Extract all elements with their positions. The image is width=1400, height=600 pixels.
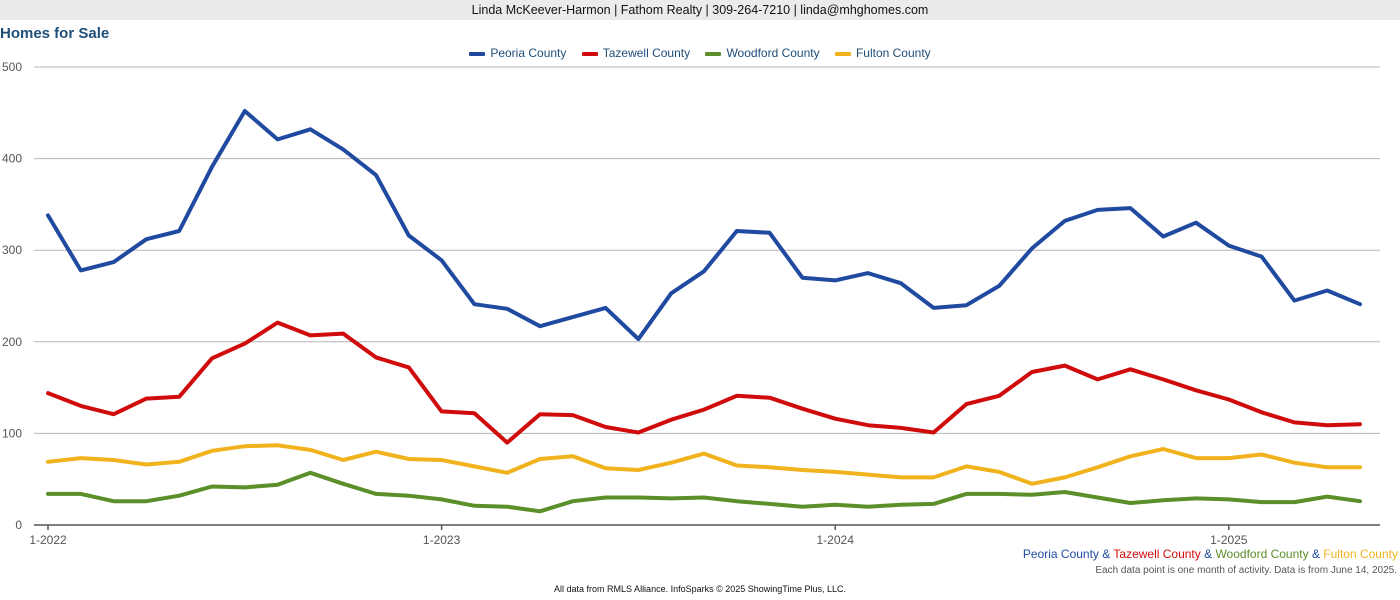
x-tick-label: 1-2022 — [29, 533, 67, 547]
legend-label: Peoria County — [490, 46, 567, 60]
legend-swatch-peoria — [469, 51, 486, 56]
legend-item-peoria[interactable]: Peoria County — [469, 46, 566, 60]
x-tick-label: 1-2023 — [423, 533, 461, 547]
y-tick-label: 0 — [15, 518, 22, 532]
footer-credit: All data from RMLS Alliance. InfoSparks … — [554, 584, 846, 594]
data-note: Each data point is one month of activity… — [1095, 565, 1397, 576]
bottom-legend-separator: & — [1200, 547, 1216, 561]
legend-label: Tazewell County — [602, 46, 691, 60]
legend-label: Fulton County — [855, 46, 931, 60]
y-tick-label: 400 — [2, 152, 22, 166]
series-line-woodford-county — [46, 470, 1362, 514]
legend-item-woodford[interactable]: Woodford County — [705, 46, 820, 60]
legend-item-tazewell[interactable]: Tazewell County — [581, 46, 691, 60]
legend-swatch-fulton — [834, 51, 851, 56]
legend-swatch-woodford — [705, 51, 722, 56]
bottom-legend-peoria: Peoria County — [1022, 547, 1099, 561]
bottom-legend-fulton: Fulton County — [1323, 547, 1398, 561]
chart-legend: Peoria County Tazewell County Woodford C… — [0, 46, 1400, 60]
x-tick-label: 1-2025 — [1210, 533, 1248, 547]
x-tick-label: 1-2024 — [817, 533, 855, 547]
y-tick-label: 100 — [2, 426, 22, 440]
contact-header: Linda McKeever-Harmon | Fathom Realty | … — [0, 0, 1400, 20]
bottom-legend-woodford: Woodford County — [1215, 547, 1309, 561]
series-line-tazewell-county — [46, 320, 1362, 445]
bottom-legend-separator: & — [1308, 547, 1324, 561]
series-line-fulton-county — [46, 443, 1362, 486]
y-tick-label: 200 — [2, 335, 22, 349]
legend-label: Woodford County — [726, 46, 820, 60]
legend-item-fulton[interactable]: Fulton County — [834, 46, 931, 60]
y-tick-label: 500 — [2, 60, 22, 74]
y-tick-label: 300 — [2, 243, 22, 257]
bottom-legend-tazewell: Tazewell County — [1113, 547, 1201, 561]
legend-swatch-tazewell — [581, 51, 598, 56]
series-line-peoria-county — [46, 109, 1362, 342]
bottom-series-legend: Peoria County & Tazewell County & Woodfo… — [1023, 547, 1398, 561]
chart-title: Homes for Sale — [0, 25, 110, 42]
bottom-legend-separator: & — [1098, 547, 1114, 561]
